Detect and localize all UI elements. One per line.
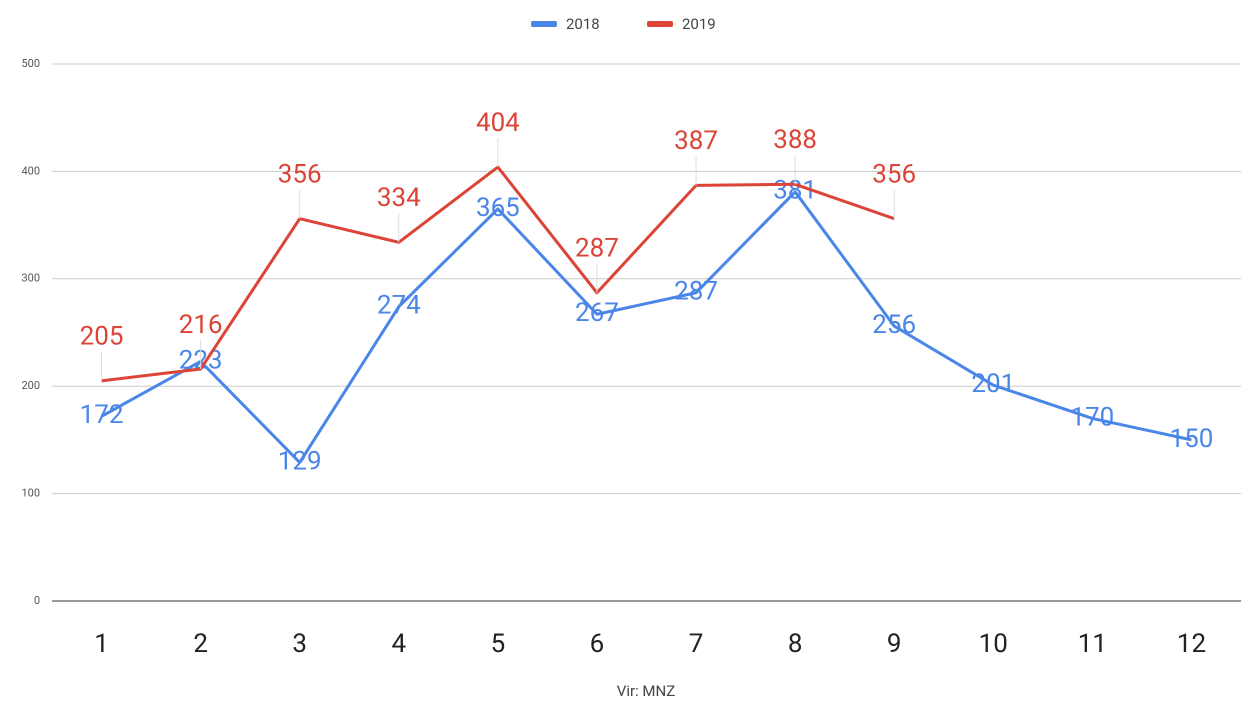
data-label: 216 — [179, 310, 223, 340]
data-label: 404 — [476, 108, 520, 138]
y-tick-label: 100 — [21, 487, 40, 500]
data-label: 334 — [377, 183, 421, 213]
series-line — [100, 190, 1192, 464]
x-tick-label: 12 — [1177, 629, 1206, 659]
x-tick-label: 2 — [193, 629, 208, 659]
legend-swatch — [647, 21, 673, 27]
data-label: 205 — [80, 322, 124, 352]
data-label: 201 — [971, 369, 1015, 399]
data-label: 170 — [1070, 402, 1114, 432]
data-label: 274 — [377, 291, 421, 321]
x-tick-label: 8 — [788, 629, 803, 659]
y-tick-label: 0 — [34, 594, 40, 607]
data-label: 256 — [872, 310, 916, 340]
data-label: 287 — [674, 277, 718, 307]
x-tick-label: 7 — [689, 629, 704, 659]
data-label: 287 — [575, 234, 619, 264]
data-label: 387 — [674, 126, 718, 156]
data-label: 365 — [476, 193, 520, 223]
data-label: 267 — [575, 298, 619, 328]
data-label: 356 — [872, 160, 916, 190]
x-tick-label: 10 — [979, 629, 1008, 659]
legend-label: 2018 — [566, 15, 600, 33]
data-label: 129 — [278, 446, 322, 476]
y-tick-label: 500 — [21, 57, 40, 70]
x-tick-label: 9 — [887, 629, 902, 659]
x-tick-label: 4 — [391, 629, 406, 659]
x-tick-label: 5 — [491, 629, 506, 659]
y-tick-label: 300 — [21, 272, 40, 285]
y-tick-label: 400 — [21, 164, 40, 177]
y-tick-label: 200 — [21, 379, 40, 392]
x-tick-label: 1 — [94, 629, 109, 659]
legend-label: 2019 — [682, 15, 716, 33]
data-label: 356 — [278, 160, 322, 190]
x-tick-label: 6 — [590, 629, 605, 659]
x-tick-label: 3 — [292, 629, 307, 659]
data-label: 388 — [773, 125, 817, 155]
x-axis-title: Vir: MNZ — [617, 682, 675, 700]
legend-swatch — [531, 21, 557, 27]
data-label: 150 — [1170, 424, 1214, 454]
x-tick-label: 11 — [1078, 629, 1107, 659]
data-label: 172 — [80, 400, 124, 430]
